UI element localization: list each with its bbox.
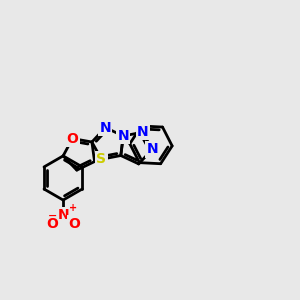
Text: O: O: [46, 217, 58, 231]
Text: O: O: [67, 131, 78, 146]
Text: O: O: [68, 217, 80, 231]
Text: N: N: [57, 208, 69, 222]
Text: S: S: [96, 152, 106, 166]
Text: N: N: [117, 129, 129, 143]
Text: +: +: [69, 203, 77, 213]
Text: −: −: [47, 211, 57, 221]
Text: N: N: [146, 142, 158, 157]
Text: N: N: [100, 121, 111, 135]
Text: N: N: [137, 125, 148, 139]
